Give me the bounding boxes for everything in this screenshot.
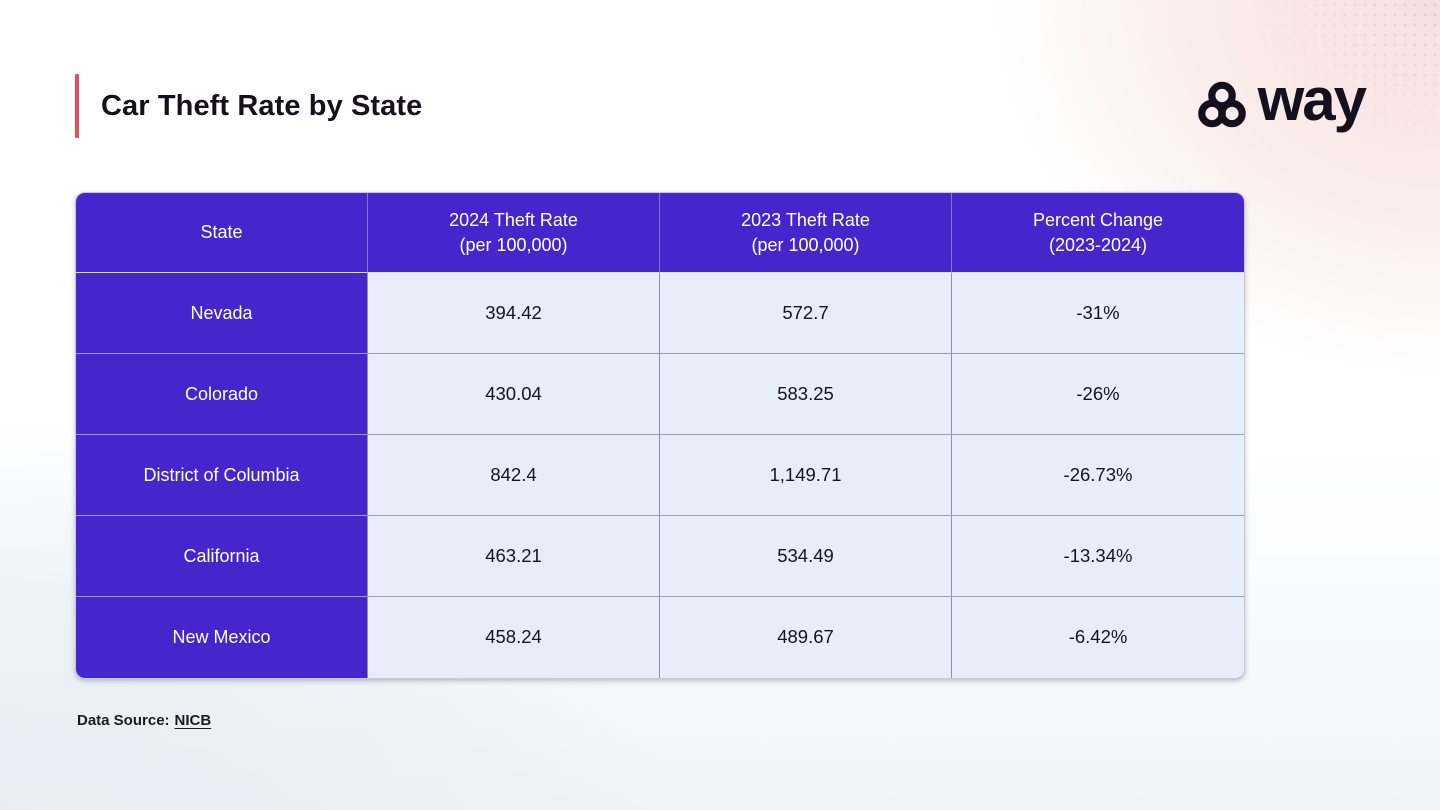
brand-logo: way [1196,66,1367,142]
rate-2024-cell: 394.42 [368,273,660,354]
data-source-label: Data Source: [77,712,170,729]
rate-2023-cell: 1,149.71 [660,435,952,516]
state-cell: California [76,516,368,597]
column-header-percent-change: Percent Change (2023-2024) [952,193,1244,273]
rate-2024-cell: 430.04 [368,354,660,435]
state-cell: Colorado [76,354,368,435]
percent-change-cell: -13.34% [952,516,1244,597]
rate-2024-cell: 842.4 [368,435,660,516]
state-cell: Nevada [76,273,368,354]
column-header-state: State [76,193,368,273]
trefoil-knot-icon [1196,80,1248,132]
data-source-link[interactable]: NICB [174,712,212,729]
rate-2023-cell: 534.49 [660,516,952,597]
percent-change-cell: -31% [952,273,1244,354]
rate-2023-cell: 489.67 [660,597,952,678]
column-header-2024-rate: 2024 Theft Rate (per 100,000) [368,193,660,273]
page-title: Car Theft Rate by State [101,89,423,122]
car-theft-rate-table: State 2024 Theft Rate (per 100,000) 2023… [75,192,1245,679]
brand-wordmark: way [1257,66,1367,133]
rate-2024-cell: 463.21 [368,516,660,597]
page-header: Car Theft Rate by State way [0,0,1440,142]
percent-change-cell: -26% [952,354,1244,435]
title-block: Car Theft Rate by State [75,74,422,138]
rate-2023-cell: 572.7 [660,273,952,354]
rate-2023-cell: 583.25 [660,354,952,435]
state-cell: District of Columbia [76,435,368,516]
percent-change-cell: -26.73% [952,435,1244,516]
percent-change-cell: -6.42% [952,597,1244,678]
data-source: Data Source: NICB [77,712,211,729]
rate-2024-cell: 458.24 [368,597,660,678]
column-header-2023-rate: 2023 Theft Rate (per 100,000) [660,193,952,273]
state-cell: New Mexico [76,597,368,678]
title-accent-bar [75,74,79,138]
